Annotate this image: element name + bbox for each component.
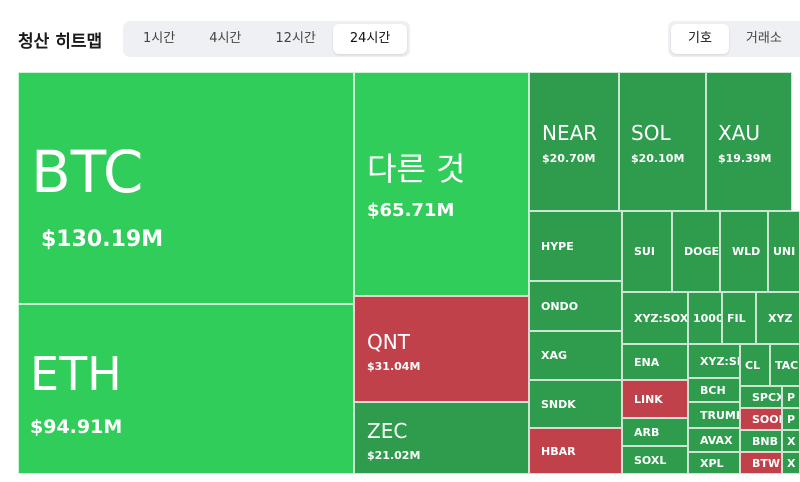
tab[interactable]: 1시간 (143, 31, 176, 46)
tile-label: NEAR (542, 121, 598, 145)
tile[interactable]: HYPE (529, 211, 622, 281)
tile-label: BTC (31, 138, 144, 206)
tile-label: TAC (775, 358, 799, 372)
tile-label: P (787, 390, 796, 404)
tile[interactable]: ENA (622, 344, 688, 380)
tile[interactable]: ZEC $21.02M (354, 402, 529, 474)
tile-label: XPL (700, 456, 724, 470)
tile-label: UNI (773, 245, 796, 258)
tile[interactable]: AVAX (688, 428, 740, 452)
tile[interactable]: XYZ:SIL (688, 344, 740, 378)
tile-label: AVAX (700, 433, 733, 447)
tab[interactable]: 거래소 (745, 31, 782, 46)
tile-label: SOON (752, 412, 781, 426)
tile[interactable]: HBAR (529, 428, 622, 474)
tile-label: ENA (634, 355, 660, 369)
tile-label: X (787, 434, 796, 448)
tile[interactable]: SPCX (740, 386, 782, 408)
tile[interactable]: DOGE (672, 211, 720, 292)
tile[interactable]: TAC (770, 344, 800, 386)
tile[interactable]: UNI (768, 211, 800, 292)
tile[interactable]: LINK (622, 380, 688, 418)
tile-label: XAU (718, 121, 761, 145)
tile[interactable]: XYZ (756, 292, 800, 344)
tile-label: SOXL (634, 453, 667, 467)
tile-label: LINK (634, 392, 663, 406)
tile[interactable]: XAU $19.39M (706, 72, 792, 211)
tile-label: DOGE (684, 245, 720, 258)
tile-label: XAG (541, 349, 568, 362)
tile[interactable]: XYZ:SOXL (622, 292, 688, 344)
tile[interactable]: P (782, 386, 800, 408)
tile-label: FIL (727, 311, 746, 325)
group-tabs: 기호 거래소 (668, 21, 800, 57)
tile-label: BTW (752, 456, 781, 470)
tile[interactable]: BCH (688, 378, 740, 402)
tab[interactable]: 12시간 (275, 31, 316, 46)
tile-label: 1000 (693, 311, 722, 325)
tile[interactable]: BNB (740, 430, 782, 452)
tile-label: ETH (30, 347, 122, 401)
tab[interactable]: 4시간 (209, 31, 242, 46)
tile-label: CL (745, 358, 761, 372)
tile[interactable]: NEAR $20.70M (529, 72, 619, 211)
tile-label: TRUMP (700, 408, 740, 422)
tile-label: XYZ:SOXL (634, 311, 688, 325)
tile[interactable]: SOON (740, 408, 782, 430)
tile-value: $130.19M (41, 227, 164, 252)
tile-label: ZEC (367, 419, 408, 443)
tile[interactable]: 1000 (688, 292, 722, 344)
tile-value: $21.02M (367, 449, 421, 462)
tile[interactable]: WLD (720, 211, 768, 292)
tile-value: $20.10M (631, 152, 685, 165)
tile[interactable]: SOXL (622, 446, 688, 474)
tile[interactable]: X (782, 452, 800, 474)
tile[interactable]: SUI (622, 211, 672, 292)
tile[interactable]: XPL (688, 452, 740, 474)
tile-label: 다른 것 (367, 150, 466, 188)
tile-value: $20.70M (542, 152, 596, 165)
tile-label: BNB (752, 434, 778, 448)
page-title: 청산 히트맵 (18, 32, 103, 52)
tile-value: $94.91M (30, 416, 123, 438)
tile-label: ARB (634, 425, 660, 439)
tile-label: XYZ:SIL (700, 354, 739, 368)
time-tabs: 1시간 4시간 12시간 24시간 (123, 21, 411, 57)
tile-label: ONDO (541, 299, 579, 313)
tile-label: SUI (634, 245, 655, 258)
tile[interactable]: CL (740, 344, 770, 386)
tile-label: SNDK (541, 397, 576, 411)
tile-value: $19.39M (718, 152, 772, 165)
tile-label: QNT (367, 330, 410, 354)
tile[interactable]: BTC $130.19M (18, 72, 354, 304)
tab[interactable]: 기호 (671, 24, 729, 54)
tile[interactable]: QNT $31.04M (354, 296, 529, 402)
tile-value: $31.04M (367, 360, 421, 373)
tile[interactable]: FIL (722, 292, 756, 344)
tile-label: P (787, 412, 796, 426)
tile-label: HBAR (541, 444, 576, 458)
tile[interactable]: SNDK (529, 380, 622, 428)
tile[interactable]: TRUMP (688, 402, 740, 428)
tile[interactable]: P (782, 408, 800, 430)
tile-label: X (787, 456, 796, 470)
tile[interactable]: XAG (529, 331, 622, 380)
tile[interactable]: ONDO (529, 281, 622, 331)
tile-label: XYZ (768, 311, 793, 325)
tile[interactable]: ETH $94.91M (18, 304, 354, 474)
tile[interactable]: SOL $20.10M (619, 72, 706, 211)
tile[interactable]: X (782, 430, 800, 452)
tile-label: WLD (732, 245, 761, 258)
tile-label: HYPE (541, 239, 574, 253)
tile[interactable]: BTW (740, 452, 782, 474)
tab[interactable]: 24시간 (332, 24, 408, 54)
tile[interactable]: 다른 것 $65.71M (354, 72, 529, 296)
tile-label: SPCX (752, 390, 782, 404)
tile-label: SOL (631, 121, 671, 145)
tile[interactable]: ARB (622, 418, 688, 446)
tile-label: BCH (700, 383, 726, 397)
tile-value: $65.71M (367, 200, 455, 221)
